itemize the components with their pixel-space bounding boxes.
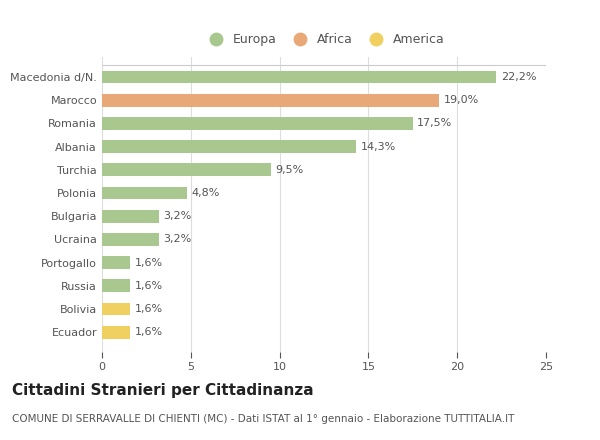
Bar bbox=[102, 140, 356, 153]
Text: 4,8%: 4,8% bbox=[191, 188, 220, 198]
Text: Cittadini Stranieri per Cittadinanza: Cittadini Stranieri per Cittadinanza bbox=[12, 383, 314, 398]
Text: 1,6%: 1,6% bbox=[135, 304, 163, 314]
Text: 22,2%: 22,2% bbox=[501, 72, 536, 82]
Text: 9,5%: 9,5% bbox=[275, 165, 304, 175]
Text: 1,6%: 1,6% bbox=[135, 327, 163, 337]
Legend: Europa, Africa, America: Europa, Africa, America bbox=[198, 28, 450, 51]
Bar bbox=[102, 210, 159, 223]
Bar bbox=[102, 163, 271, 176]
Bar bbox=[102, 326, 130, 339]
Bar bbox=[102, 70, 496, 83]
Bar bbox=[102, 303, 130, 315]
Bar bbox=[102, 256, 130, 269]
Text: 1,6%: 1,6% bbox=[135, 257, 163, 268]
Text: 3,2%: 3,2% bbox=[163, 211, 191, 221]
Text: COMUNE DI SERRAVALLE DI CHIENTI (MC) - Dati ISTAT al 1° gennaio - Elaborazione T: COMUNE DI SERRAVALLE DI CHIENTI (MC) - D… bbox=[12, 414, 514, 424]
Bar bbox=[102, 279, 130, 292]
Text: 17,5%: 17,5% bbox=[417, 118, 452, 128]
Text: 14,3%: 14,3% bbox=[361, 142, 395, 152]
Text: 3,2%: 3,2% bbox=[163, 235, 191, 244]
Text: 19,0%: 19,0% bbox=[444, 95, 479, 105]
Bar bbox=[102, 94, 439, 106]
Bar bbox=[102, 233, 159, 246]
Bar bbox=[102, 187, 187, 199]
Bar bbox=[102, 117, 413, 130]
Text: 1,6%: 1,6% bbox=[135, 281, 163, 291]
